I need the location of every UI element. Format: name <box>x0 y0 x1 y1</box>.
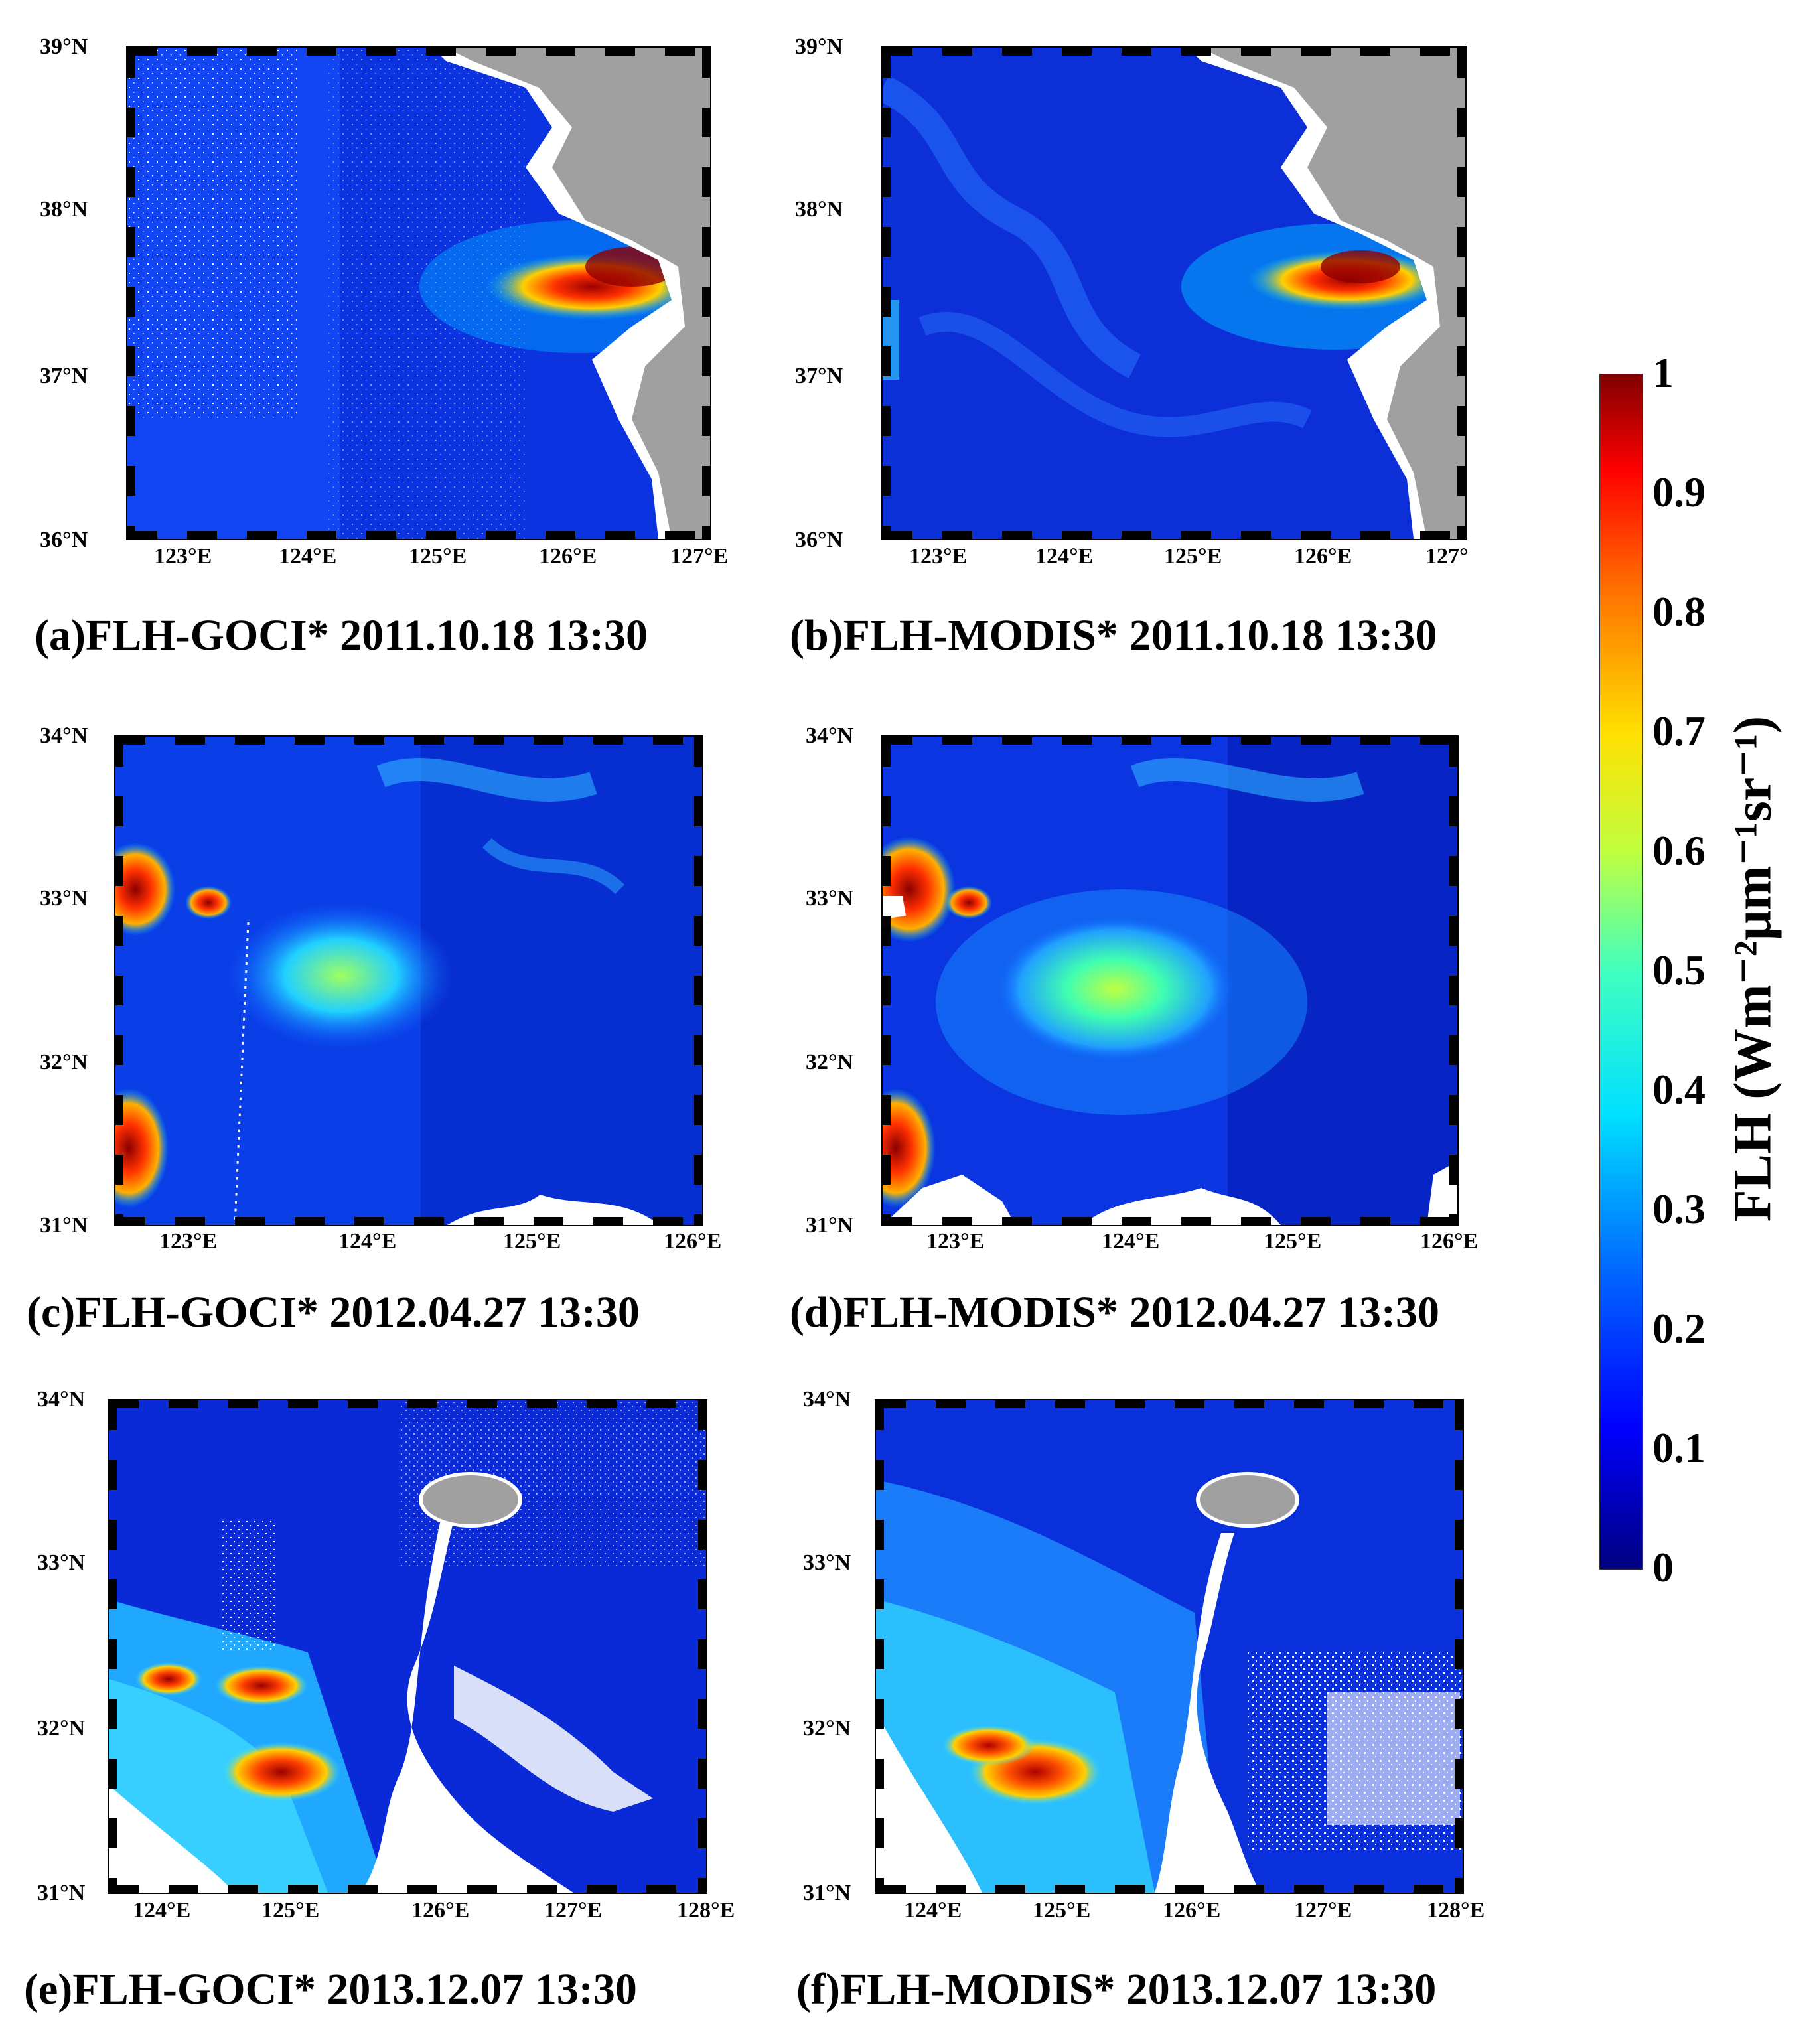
lat-label: 37°N <box>40 364 88 388</box>
colorbar-tick: 0.2 <box>1652 1305 1706 1352</box>
lon-label: 124°E <box>1102 1229 1160 1254</box>
lat-label: 31°N <box>803 1881 851 1905</box>
caption-e: (e)FLH-GOCI* 2013.12.07 13:30 <box>24 1965 637 2013</box>
colorbar-tick: 0 <box>1652 1544 1674 1591</box>
map-b-image <box>883 48 1465 539</box>
lat-label: 33°N <box>806 886 854 911</box>
lon-label: 123°E <box>926 1229 985 1254</box>
lon-label: 128°E <box>677 1898 735 1923</box>
lat-label: 31°N <box>40 1213 88 1238</box>
caption-c: (c)FLH-GOCI* 2012.04.27 13:30 <box>27 1288 640 1337</box>
lat-label: 33°N <box>40 886 88 911</box>
lon-label: 125°E <box>1264 1229 1322 1254</box>
lat-label: 38°N <box>40 197 88 222</box>
lat-label: 31°N <box>37 1881 86 1905</box>
map-a-image <box>127 48 710 539</box>
colorbar-tick: 0.7 <box>1652 707 1706 755</box>
colorbar-tick: 0.8 <box>1652 588 1706 635</box>
lat-label: 39°N <box>795 35 843 59</box>
lon-label: 127°E <box>670 544 729 569</box>
lon-label: 126°E <box>1420 1229 1479 1254</box>
colorbar-tick: 0.1 <box>1652 1424 1706 1471</box>
lat-label: 32°N <box>806 1050 854 1074</box>
lon-label: 127°E <box>1294 1898 1352 1923</box>
lat-label: 33°N <box>37 1550 86 1575</box>
map-d <box>881 735 1459 1226</box>
lat-label: 36°N <box>795 528 843 552</box>
lat-label: 39°N <box>40 35 88 59</box>
lat-label: 33°N <box>803 1550 851 1575</box>
lat-label: 37°N <box>795 364 843 388</box>
lat-label: 31°N <box>806 1213 854 1238</box>
lat-label: 36°N <box>40 528 88 552</box>
map-f-image <box>876 1400 1463 1893</box>
caption-a: (a)FLH-GOCI* 2011.10.18 13:30 <box>35 611 648 660</box>
lon-label: 125°E <box>409 544 467 569</box>
lat-label: 34°N <box>803 1387 851 1412</box>
lon-label: 124°E <box>338 1229 397 1254</box>
lat-label: 32°N <box>40 1050 88 1074</box>
map-c <box>114 735 703 1226</box>
caption-d: (d)FLH-MODIS* 2012.04.27 13:30 <box>790 1288 1439 1337</box>
lon-label: 125°E <box>1164 544 1222 569</box>
colorbar-tick: 0.4 <box>1652 1066 1706 1113</box>
map-d-image <box>883 737 1457 1225</box>
lon-label: 124°E <box>904 1898 962 1923</box>
caption-b: (b)FLH-MODIS* 2011.10.18 13:30 <box>790 611 1437 660</box>
colorbar-tick: 0.3 <box>1652 1185 1706 1232</box>
map-b <box>881 46 1467 540</box>
colorbar-tick: 0.9 <box>1652 469 1706 516</box>
lon-label: 125°E <box>1033 1898 1091 1923</box>
lon-label: 125°E <box>503 1229 561 1254</box>
lon-label: 126°E <box>1163 1898 1221 1923</box>
lat-label: 34°N <box>806 723 854 748</box>
colorbar-tick: 0.6 <box>1652 827 1706 874</box>
caption-f: (f)FLH-MODIS* 2013.12.07 13:30 <box>796 1965 1437 2013</box>
lat-label: 38°N <box>795 197 843 222</box>
lon-label: 126°E <box>1294 544 1352 569</box>
colorbar-title: FLH (Wm⁻²µm⁻¹sr⁻¹) <box>1723 715 1783 1222</box>
map-a <box>126 46 711 540</box>
lon-label: 124°E <box>1035 544 1094 569</box>
lon-label: 123°E <box>909 544 968 569</box>
colorbar-tick: 0.5 <box>1652 946 1706 993</box>
map-f <box>875 1399 1464 1894</box>
lon-label: 127° <box>1425 544 1469 569</box>
lat-label: 34°N <box>37 1387 86 1412</box>
colorbar <box>1599 374 1643 1570</box>
lon-label: 126°E <box>411 1898 470 1923</box>
lon-label: 123°E <box>159 1229 218 1254</box>
map-c-image <box>115 737 702 1225</box>
lat-label: 34°N <box>40 723 88 748</box>
colorbar-tick: 1 <box>1652 349 1674 396</box>
lon-label: 126°E <box>539 544 597 569</box>
lon-label: 125°E <box>261 1898 320 1923</box>
lat-label: 32°N <box>37 1716 86 1741</box>
lon-label: 128°E <box>1427 1898 1485 1923</box>
map-e <box>108 1399 707 1894</box>
lon-label: 123°E <box>154 544 212 569</box>
map-e-image <box>109 1400 706 1893</box>
lon-label: 126°E <box>664 1229 722 1254</box>
lon-label: 124°E <box>279 544 337 569</box>
lat-label: 32°N <box>803 1716 851 1741</box>
lon-label: 127°E <box>544 1898 603 1923</box>
lon-label: 124°E <box>133 1898 191 1923</box>
